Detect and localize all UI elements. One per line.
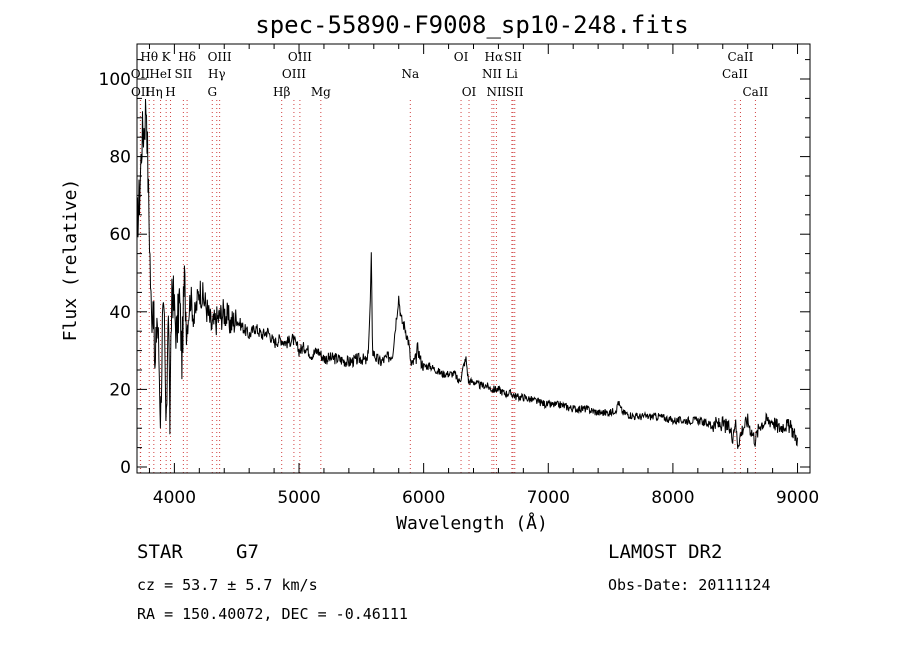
- spectral-line-label: Hη: [145, 85, 163, 99]
- spectral-line-label: OII: [131, 85, 151, 99]
- spectral-line-label: G: [207, 85, 217, 99]
- redshift-value: cz = 53.7 ± 5.7 km/s: [137, 576, 318, 594]
- y-tick-label: 80: [109, 148, 131, 168]
- axis-ticks-layer: 4000 5000 6000 7000 8000 9000 0 20 40 60 80 100: [99, 44, 819, 508]
- spectral-line-label: SII: [506, 85, 524, 99]
- x-tick-label: 4000: [153, 488, 196, 508]
- spectral-line-label: OI: [454, 50, 469, 64]
- spectral-line-label: Hα: [485, 50, 504, 64]
- spectral-line-label: OIII: [282, 67, 306, 81]
- spectral-line-label: Na: [401, 67, 419, 81]
- spectral-line-label: NII: [482, 67, 502, 81]
- spectral-line-label: Li: [506, 67, 518, 81]
- x-tick-label: 6000: [402, 488, 445, 508]
- spectral-line-label: CaII: [722, 67, 748, 81]
- x-tick-label: 9000: [776, 488, 819, 508]
- y-tick-label: 40: [109, 303, 131, 323]
- spectral-line-label: HeI: [149, 67, 172, 81]
- spectral-line-label: OIII: [208, 50, 232, 64]
- y-axis-label: Flux (relative): [60, 179, 81, 342]
- y-tick-label: 100: [99, 70, 131, 90]
- y-tick-label: 20: [109, 380, 131, 400]
- spectrum-series-line: [137, 98, 798, 449]
- spectral-line-label: CaII: [728, 50, 754, 64]
- y-tick-label: 60: [109, 225, 131, 245]
- survey-name: LAMOST DR2: [608, 541, 722, 563]
- spectral-line-label: NII: [486, 85, 506, 99]
- coordinates: RA = 150.40072, DEC = -0.46111: [137, 605, 408, 623]
- spectral-line-label: Mg: [311, 85, 331, 99]
- spectral-line-label: Hγ: [208, 67, 226, 81]
- spectral-line-label: OI: [462, 85, 477, 99]
- object-subclass: G7: [236, 541, 259, 563]
- spectral-line-label: OII: [131, 67, 151, 81]
- y-tick-label: 0: [120, 458, 131, 478]
- x-axis-label: Wavelength (Å): [396, 512, 548, 534]
- plot-frame: [136, 43, 811, 474]
- chart-title: spec-55890-F9008_sp10-248.fits: [255, 11, 688, 39]
- spectral-line-label: SII: [504, 50, 522, 64]
- x-tick-label: 5000: [277, 488, 320, 508]
- spectral-line-label: CaII: [742, 85, 768, 99]
- observation-date: Obs-Date: 20111124: [608, 576, 771, 594]
- x-tick-label: 8000: [651, 488, 694, 508]
- spectral-line-label: Hθ: [140, 50, 158, 64]
- spectral-line-label: Hδ: [178, 50, 196, 64]
- spectral-line-label: Hβ: [273, 85, 290, 99]
- spectral-line-label: H: [165, 85, 175, 99]
- spectral-line-label: SII: [175, 67, 193, 81]
- object-class: STAR: [137, 541, 183, 563]
- spectral-line-label: OIII: [288, 50, 312, 64]
- x-tick-label: 7000: [527, 488, 570, 508]
- spectral-line-label: K: [162, 50, 172, 64]
- spectral-lines-layer: [139, 100, 756, 473]
